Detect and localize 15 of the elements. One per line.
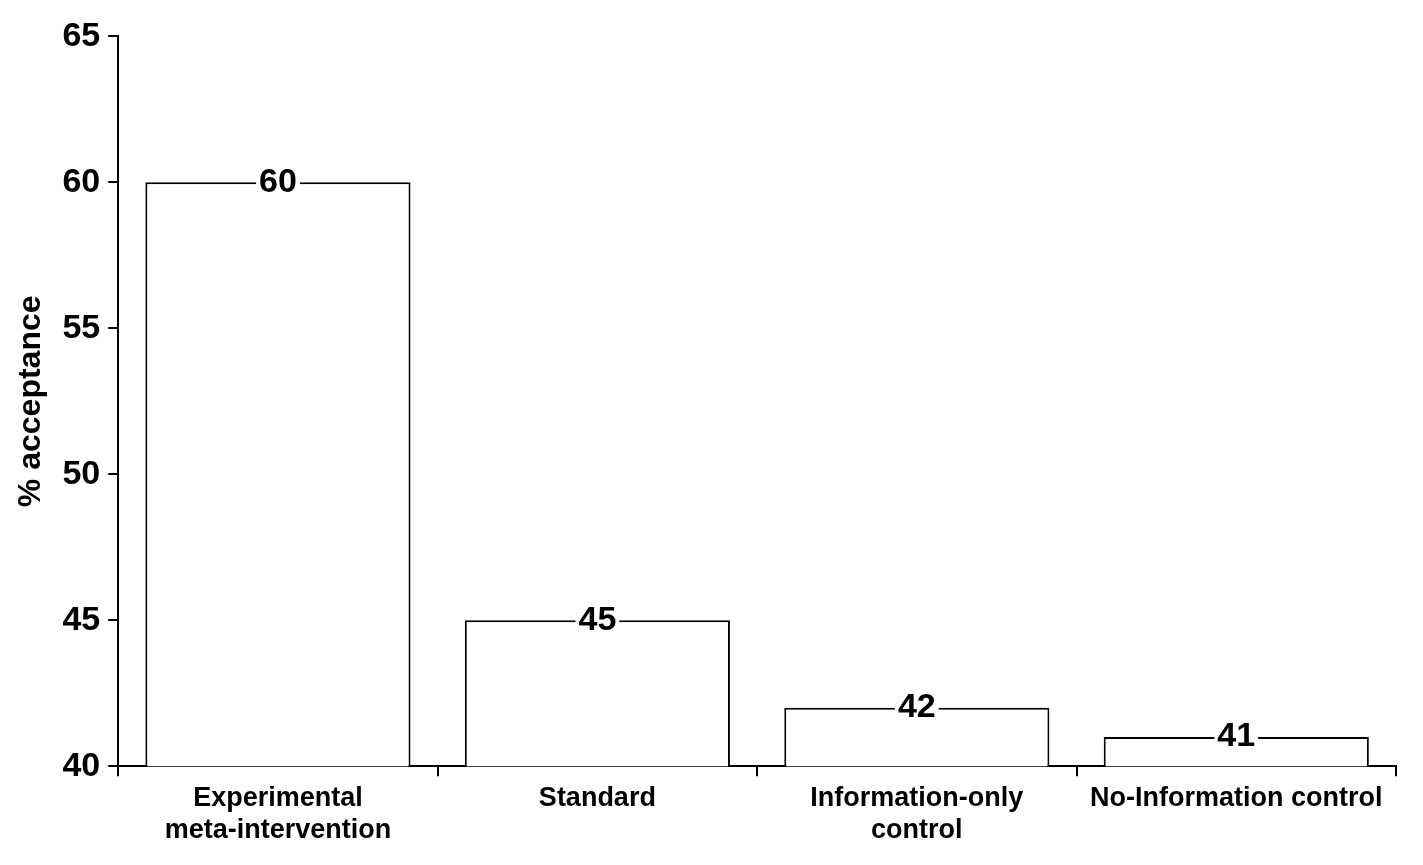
y-tick-label: 40 xyxy=(62,744,101,783)
y-tick-label: 55 xyxy=(62,306,101,345)
y-tick-label: 45 xyxy=(62,598,101,637)
y-axis-title: % acceptance xyxy=(11,295,48,508)
y-tick-label: 65 xyxy=(62,14,101,53)
y-tick-label: 50 xyxy=(62,452,101,491)
y-tick-label: 60 xyxy=(62,160,101,199)
x-tick-label: Experimental meta-intervention xyxy=(164,781,392,845)
data-label: 41 xyxy=(1217,715,1256,754)
data-label: 45 xyxy=(578,598,617,637)
x-tick-label: No-Information control xyxy=(1090,781,1383,812)
x-tick-label: Standard xyxy=(538,781,656,812)
data-label: 42 xyxy=(897,686,936,725)
x-tick-label: Information-only control xyxy=(810,781,1024,845)
data-label: 60 xyxy=(259,160,297,199)
